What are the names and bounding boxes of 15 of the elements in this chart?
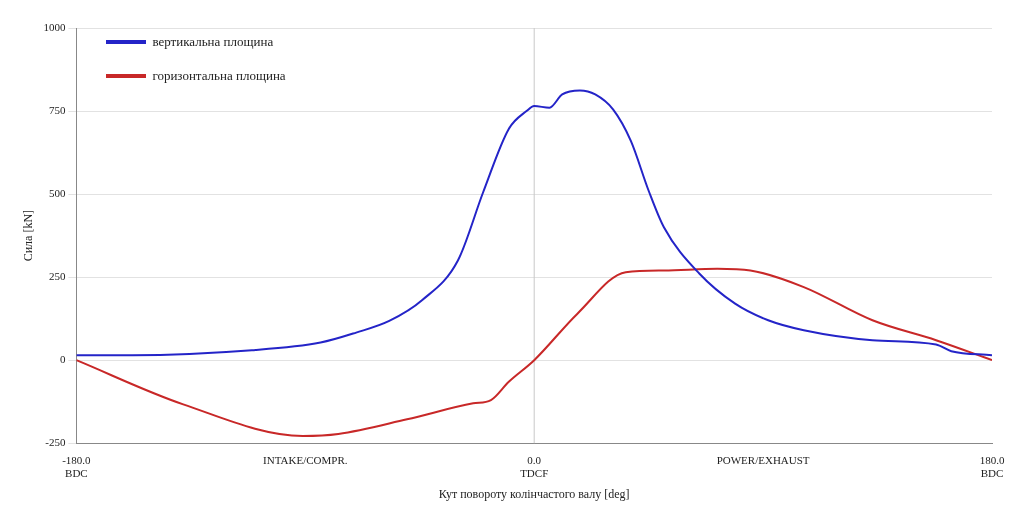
x-axis-title: Кут повороту колінчастого валу [deg] [438,486,630,501]
x-tick-label: -180.0 BDC [62,453,92,479]
x-tick-label: POWER/EXHAUST [716,453,810,466]
y-tick-label: 0 [59,353,66,366]
y-axis-title: Сила [kN] [21,209,36,262]
y-tick-label: 750 [48,103,66,116]
legend-label: горизонтальна площина [152,68,286,84]
x-tick-label: INTAKE/COMPR. [263,453,348,466]
y-tick-label: -250 [45,436,66,449]
x-tick-label: 0.0 TDCF [520,453,549,479]
legend-label: вертикальна площина [152,34,274,50]
y-tick-label: 250 [48,270,66,283]
y-tick-label: 500 [48,186,66,199]
y-tick-label: 1000 [43,20,66,33]
x-tick-label: 180.0 BDC [979,453,1005,479]
